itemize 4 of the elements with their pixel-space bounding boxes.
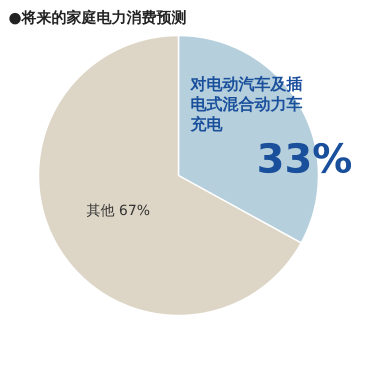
- slice-label: 对电动汽车及插电式混合动力车充电: [190, 74, 302, 134]
- data-label: 33%: [256, 136, 352, 183]
- slice-label: 其他 67%: [86, 203, 150, 220]
- chart-title: ●将来的家庭电力消费预测: [8, 8, 187, 26]
